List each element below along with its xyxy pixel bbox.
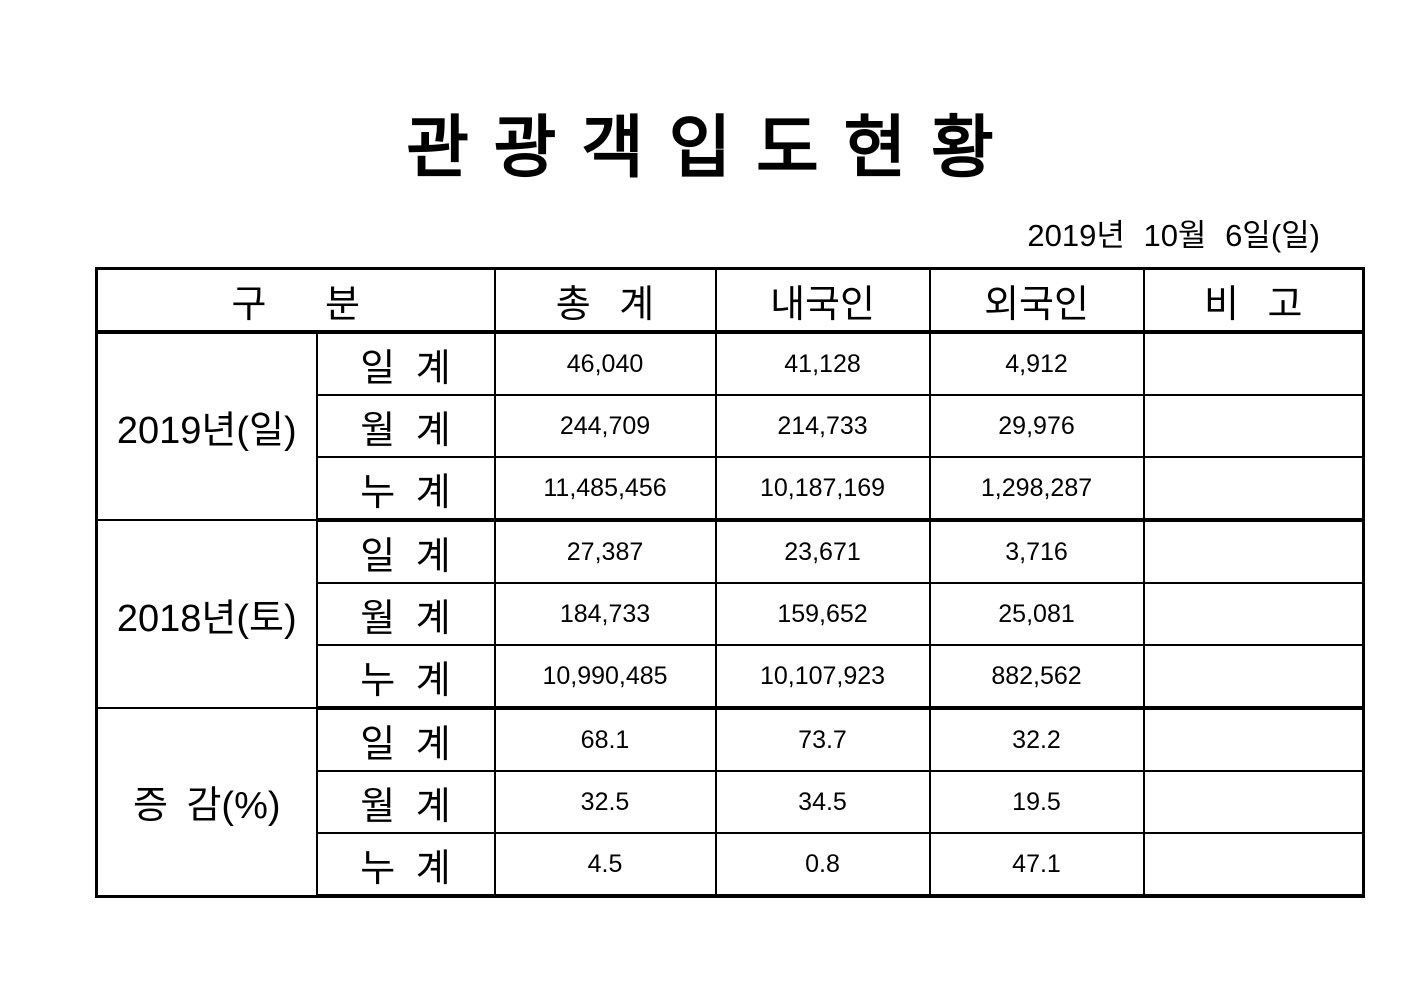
cell-domestic: 73.7 [714,707,931,772]
cell-foreign: 19.5 [928,770,1145,834]
cell-remarks [1142,519,1365,584]
cell-domestic: 159,652 [714,582,931,646]
row-label: 누 계 [315,644,496,710]
year-group-label: 증 감(%) [95,707,318,897]
cell-total: 244,709 [493,394,717,458]
row-label: 일 계 [315,519,496,584]
cell-foreign: 4,912 [928,331,1145,396]
cell-domestic: 214,733 [714,394,931,458]
col-header-domestic: 내국인 [714,267,931,334]
row-label: 일 계 [315,707,496,772]
row-label: 월 계 [315,394,496,458]
col-header-foreign: 외국인 [928,267,1145,334]
table-row: 누 계 4.5 0.8 47.1 [97,832,1365,898]
cell-foreign: 25,081 [928,582,1145,646]
cell-remarks [1142,582,1365,646]
cell-remarks [1142,832,1365,898]
cell-domestic: 34.5 [714,770,931,834]
tourist-arrivals-table: 구 분 총 계 내국인 외국인 비 고 2019년(일) 일 계 46,040 … [95,267,1366,898]
page-title: 관 광 객 입 도 현 황 [406,110,997,186]
table-row: 누 계 11,485,456 10,187,169 1,298,287 [97,456,1365,522]
cell-remarks [1142,770,1365,834]
cell-remarks [1142,394,1365,458]
cell-foreign: 29,976 [928,394,1145,458]
col-header-total: 총 계 [493,267,717,334]
cell-foreign: 3,716 [928,519,1145,584]
cell-total: 10,990,485 [493,644,717,710]
cell-domestic: 0.8 [714,832,931,898]
table-row: 월 계 32.5 34.5 19.5 [97,770,1365,834]
cell-total: 32.5 [493,770,717,834]
cell-total: 27,387 [493,519,717,584]
cell-total: 184,733 [493,582,717,646]
row-label: 누 계 [315,832,496,898]
table-row: 2018년(토) 일 계 27,387 23,671 3,716 [95,519,1365,709]
cell-domestic: 10,187,169 [714,456,931,522]
row-label: 일 계 [315,331,496,396]
cell-remarks [1142,331,1365,396]
cell-foreign: 47.1 [928,832,1145,898]
year-group-label: 2019년(일) [95,331,318,521]
cell-foreign: 32.2 [928,707,1145,772]
table-row: 월 계 244,709 214,733 29,976 [97,394,1365,458]
cell-domestic: 10,107,923 [714,644,931,710]
header-row: 구 분 총 계 내국인 외국인 비 고 [95,267,1365,334]
col-header-category: 구 분 [95,267,496,334]
cell-domestic: 41,128 [714,331,931,396]
cell-total: 46,040 [493,331,717,396]
table-row: 월 계 184,733 159,652 25,081 [97,582,1365,646]
report-date: 2019년 10월 6일(일) [1027,218,1320,253]
cell-remarks [1142,456,1365,522]
row-label: 누 계 [315,456,496,522]
cell-remarks [1142,707,1365,772]
table-row: 2019년(일) 일 계 46,040 41,128 4,912 [95,331,1365,521]
year-group-label: 2018년(토) [95,519,318,709]
cell-domestic: 23,671 [714,519,931,584]
table-row: 증 감(%) 일 계 68.1 73.7 32.2 [95,707,1365,897]
row-label: 월 계 [315,582,496,646]
cell-foreign: 1,298,287 [928,456,1145,522]
cell-total: 68.1 [493,707,717,772]
table-row: 누 계 10,990,485 10,107,923 882,562 [97,644,1365,710]
cell-foreign: 882,562 [928,644,1145,710]
cell-remarks [1142,644,1365,710]
cell-total: 11,485,456 [493,456,717,522]
col-header-remarks: 비 고 [1142,267,1365,334]
row-label: 월 계 [315,770,496,834]
cell-total: 4.5 [493,832,717,898]
